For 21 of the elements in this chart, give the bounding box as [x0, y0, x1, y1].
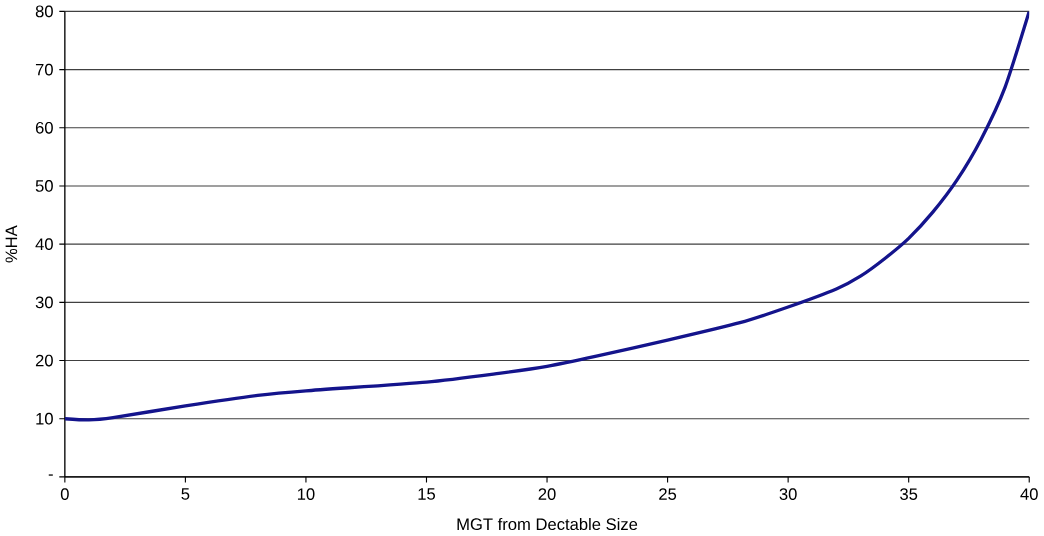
- x-tick-label: 30: [779, 488, 797, 501]
- y-tick-label: 10: [36, 413, 53, 425]
- x-tick-label: 25: [659, 488, 677, 501]
- y-tick-label: 40: [35, 238, 53, 251]
- y-axis-title: %HA: [5, 225, 18, 263]
- line-series: [64, 11, 1030, 422]
- y-tick-label: -: [48, 474, 53, 476]
- x-tick-label: 15: [418, 488, 436, 500]
- x-tick-label: 35: [900, 488, 918, 501]
- y-tick-label: 20: [35, 354, 53, 367]
- y-tick-label: 60: [35, 122, 53, 134]
- y-tick-label: 80: [35, 5, 53, 18]
- x-tick-label: 10: [297, 488, 315, 501]
- x-axis-title: MGT from Dectable Size: [457, 518, 638, 531]
- x-tick-label: 5: [181, 488, 190, 500]
- x-tick-label: 20: [538, 488, 556, 501]
- x-tick-label: 0: [60, 488, 69, 501]
- y-tick-label: 30: [35, 296, 53, 309]
- y-tick-label: 50: [35, 180, 53, 193]
- y-tick-label: 70: [35, 63, 53, 76]
- x-tick-label: 40: [1020, 488, 1038, 501]
